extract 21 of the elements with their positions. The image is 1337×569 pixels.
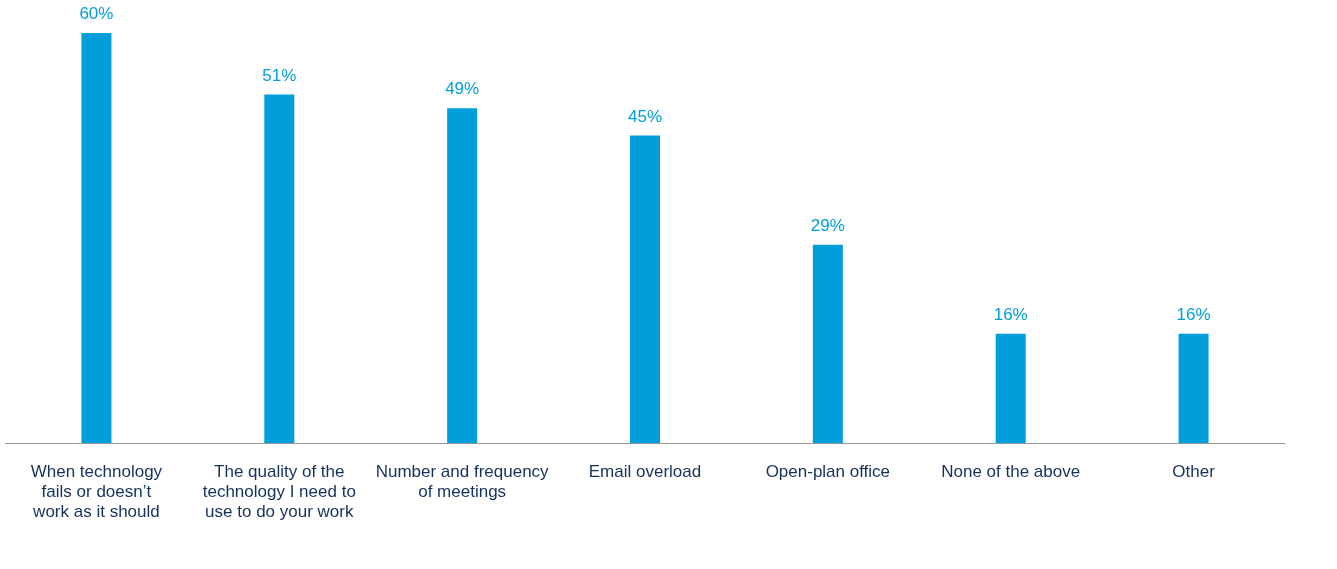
x-tick-label: Number and frequency of meetings: [375, 461, 550, 501]
bar: [264, 94, 295, 443]
bar: [630, 135, 660, 443]
bar: [81, 33, 112, 443]
bar: [995, 333, 1026, 443]
x-tick-label: The quality of the technology I need to use to do your work: [202, 461, 356, 521]
x-tick-label: Open-plan office: [765, 461, 891, 481]
data-label: 60%: [79, 4, 114, 23]
data-label: 16%: [1176, 304, 1211, 324]
data-label: 49%: [445, 79, 480, 99]
bar: [447, 108, 478, 443]
bar: [812, 244, 843, 443]
bar: [1178, 333, 1209, 443]
x-tick-label: When technology fails or doesn’t work as it should: [30, 461, 163, 521]
x-tick-label: None of the above: [941, 461, 1081, 481]
data-label: 16%: [993, 304, 1028, 324]
data-label: 45%: [627, 106, 663, 126]
x-tick-label: Email overload: [588, 461, 702, 481]
data-label: 51%: [262, 65, 297, 85]
data-label: 29%: [810, 215, 845, 235]
x-tick-label: Other: [1172, 461, 1216, 481]
